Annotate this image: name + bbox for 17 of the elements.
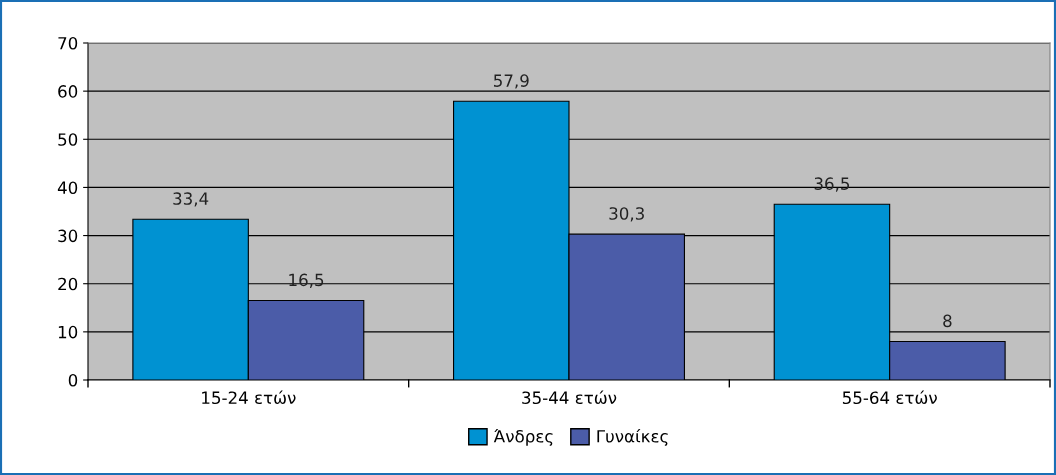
y-tick-label: 70: [58, 36, 78, 50]
y-tick-label: 0: [68, 373, 78, 387]
legend-label: Άνδρες: [493, 429, 553, 446]
y-tick-label: 40: [57, 181, 78, 194]
data-label: 33,4: [173, 192, 209, 207]
y-tick-label: 60: [58, 85, 78, 98]
y-tick-label: 10: [58, 325, 78, 339]
legend-label: Γυναίκες: [597, 429, 668, 446]
y-tick-label: 30: [58, 229, 78, 243]
data-label: 57,9: [494, 74, 529, 89]
data-label: 8: [943, 314, 952, 328]
y-tick-label: 20: [58, 277, 78, 291]
y-tick-label: 50: [58, 133, 78, 146]
x-tick-label: 35-44 ετών: [522, 390, 617, 405]
data-label: 30,3: [609, 207, 644, 222]
x-tick-label: 15-24 ετών: [202, 390, 296, 405]
x-tick-label: 55-64 ετών: [842, 390, 937, 405]
